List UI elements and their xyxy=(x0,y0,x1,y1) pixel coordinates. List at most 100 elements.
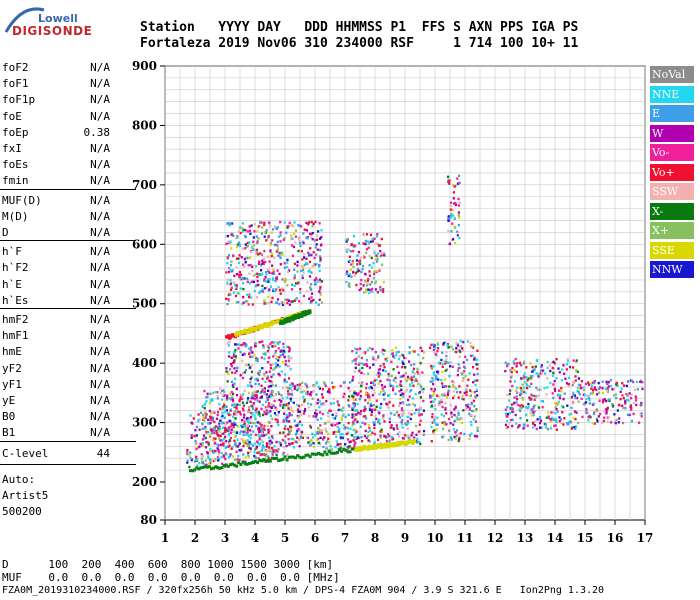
echo-point xyxy=(440,358,443,362)
echo-point xyxy=(235,444,238,447)
echo-point xyxy=(457,363,460,366)
echo-point xyxy=(414,379,417,383)
echo-point xyxy=(288,357,291,360)
echo-point xyxy=(248,446,251,450)
echo-point xyxy=(319,424,322,427)
echo-point xyxy=(209,401,212,405)
echo-point xyxy=(257,383,261,386)
echo-point xyxy=(244,456,247,459)
echo-point xyxy=(353,390,356,393)
param-row: fmin N/A xyxy=(2,174,110,187)
echo-point xyxy=(383,251,386,255)
echo-point xyxy=(263,235,266,238)
echo-point xyxy=(275,276,278,279)
echo-point xyxy=(218,422,221,425)
echo-point xyxy=(202,437,206,440)
param-value: N/A xyxy=(90,410,110,424)
echo-point xyxy=(272,368,275,371)
echo-point xyxy=(343,381,346,384)
echo-point xyxy=(222,389,225,392)
echo-point xyxy=(244,363,247,367)
echo-point xyxy=(352,265,355,269)
echo-point xyxy=(266,376,269,380)
echo-point xyxy=(362,408,366,412)
echo-point xyxy=(255,445,258,449)
echo-point xyxy=(212,437,215,440)
echo-point xyxy=(349,440,352,443)
echo-point xyxy=(440,413,443,416)
echo-point xyxy=(375,378,378,382)
echo-point xyxy=(256,230,259,233)
echo-point xyxy=(404,390,407,393)
echo-point xyxy=(269,410,272,413)
echo-point xyxy=(204,402,207,405)
echo-point xyxy=(195,425,199,429)
param-row: hmE N/A xyxy=(2,345,110,358)
echo-point xyxy=(186,459,189,462)
echo-point xyxy=(336,400,339,403)
echo-point xyxy=(441,370,444,374)
echo-point xyxy=(455,387,458,390)
echo-point xyxy=(312,415,315,418)
echo-point xyxy=(550,361,553,364)
echo-point xyxy=(529,411,532,415)
param-value: N/A xyxy=(90,209,110,223)
echo-point xyxy=(233,404,236,408)
echo-point xyxy=(395,424,398,427)
echo-point xyxy=(277,423,280,427)
echo-point xyxy=(450,412,453,415)
echo-point xyxy=(422,351,426,354)
echo-point xyxy=(309,426,313,429)
echo-point xyxy=(287,438,290,441)
echo-point xyxy=(476,372,479,376)
echo-point xyxy=(523,360,526,363)
echo-point xyxy=(280,394,283,397)
echo-point xyxy=(436,394,439,397)
echo-point xyxy=(396,385,399,388)
echo-point xyxy=(358,381,361,384)
echo-point xyxy=(284,359,287,363)
echo-point xyxy=(299,244,302,248)
legend-item: NNW xyxy=(650,261,694,278)
echo-point xyxy=(274,418,277,421)
echo-point xyxy=(267,278,270,281)
echo-point xyxy=(346,270,349,273)
echo-point xyxy=(277,359,280,362)
echo-point xyxy=(407,412,410,415)
echo-point xyxy=(230,281,233,284)
echo-point xyxy=(224,410,227,414)
trace-point xyxy=(372,446,375,450)
echo-point xyxy=(297,422,300,426)
echo-point xyxy=(452,238,455,241)
panel-separator xyxy=(0,240,136,242)
echo-point xyxy=(308,232,312,236)
echo-point xyxy=(549,369,552,373)
echo-point xyxy=(271,450,274,454)
echo-point xyxy=(522,377,525,380)
echo-point xyxy=(315,393,318,396)
echo-point xyxy=(261,226,264,229)
echo-point xyxy=(282,238,285,241)
echo-point xyxy=(364,288,368,291)
echo-point xyxy=(372,403,375,407)
echo-point xyxy=(632,402,635,405)
echo-point xyxy=(353,409,356,412)
echo-point xyxy=(207,462,210,465)
echo-point xyxy=(406,427,409,430)
echo-point xyxy=(568,413,571,416)
echo-point xyxy=(533,394,537,398)
echo-point xyxy=(290,389,293,392)
echo-point xyxy=(249,355,252,358)
echo-point xyxy=(318,431,321,434)
echo-point xyxy=(225,453,228,456)
echo-point xyxy=(257,426,261,430)
echo-point xyxy=(352,428,355,432)
echo-point xyxy=(286,396,289,399)
echo-point xyxy=(265,450,268,453)
echo-point xyxy=(312,390,315,393)
echo-point xyxy=(407,422,410,425)
echo-point xyxy=(232,430,236,434)
echo-point xyxy=(368,346,371,350)
echo-point xyxy=(411,378,414,382)
